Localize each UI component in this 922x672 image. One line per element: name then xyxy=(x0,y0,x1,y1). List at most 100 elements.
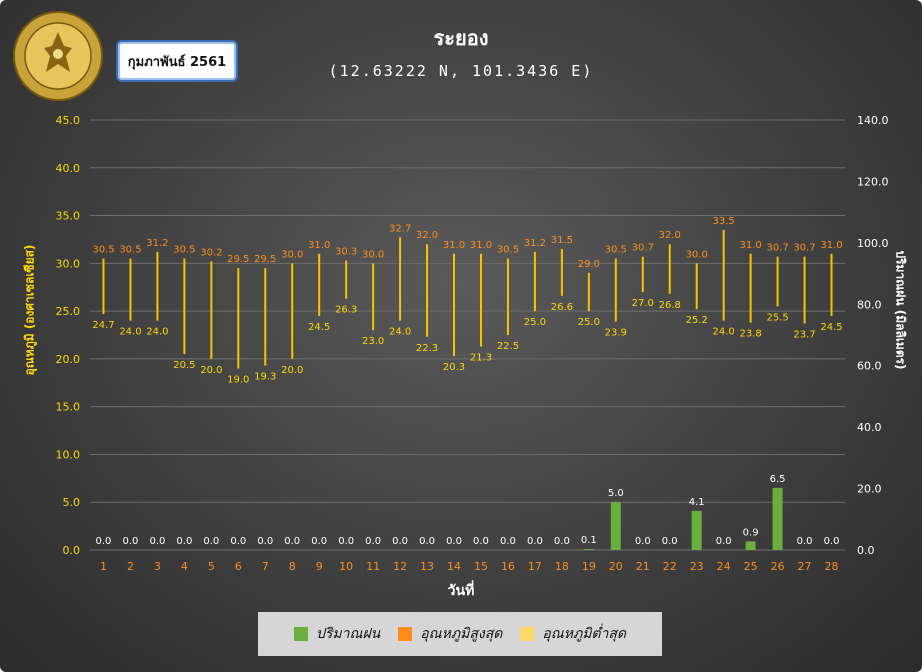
rain-value-label: 0.0 xyxy=(230,536,246,547)
rain-value-label: 0.0 xyxy=(176,536,192,547)
max-temp-label: 30.0 xyxy=(362,249,384,260)
min-temp-label: 19.0 xyxy=(227,374,249,385)
min-temp-label: 22.5 xyxy=(497,341,519,352)
rain-value-label: 0.0 xyxy=(149,536,165,547)
x-tick-label: 3 xyxy=(154,560,161,573)
min-temp-label: 25.0 xyxy=(524,317,546,328)
min-temp-label: 20.3 xyxy=(443,362,465,373)
rain-bar xyxy=(583,549,594,550)
min-temp-label: 19.3 xyxy=(254,372,276,383)
x-tick-label: 18 xyxy=(555,560,569,573)
legend-label-max-temp: อุณหภูมิสูงสุด xyxy=(420,626,503,642)
max-temp-label: 31.0 xyxy=(820,240,842,251)
right-tick-label: 120.0 xyxy=(857,175,889,188)
rain-value-label: 0.0 xyxy=(203,536,219,547)
max-temp-label: 30.5 xyxy=(497,245,519,256)
min-temp-label: 26.3 xyxy=(335,305,357,316)
min-temp-label: 25.2 xyxy=(686,315,708,326)
right-tick-label: 80.0 xyxy=(857,298,882,311)
x-tick-label: 25 xyxy=(744,560,758,573)
max-temp-label: 29.5 xyxy=(227,254,249,265)
rain-bar xyxy=(772,487,783,550)
month-label: กุมภาพันธ์ 2561 xyxy=(116,40,238,82)
x-tick-label: 2 xyxy=(127,560,134,573)
rain-value-label: 0.0 xyxy=(635,536,651,547)
x-tick-label: 17 xyxy=(528,560,542,573)
x-tick-label: 23 xyxy=(690,560,704,573)
rain-value-label: 0.0 xyxy=(446,536,462,547)
rain-bar xyxy=(691,510,702,550)
right-tick-label: 40.0 xyxy=(857,421,882,434)
left-tick-label: 15.0 xyxy=(56,401,81,414)
rain-value-label: 0.0 xyxy=(284,536,300,547)
legend-swatch-min-temp xyxy=(520,627,535,641)
max-temp-label: 31.0 xyxy=(443,240,465,251)
x-tick-label: 12 xyxy=(393,560,407,573)
min-temp-label: 24.0 xyxy=(146,327,168,338)
right-tick-label: 20.0 xyxy=(857,483,882,496)
x-tick-label: 11 xyxy=(366,560,380,573)
max-temp-label: 30.0 xyxy=(686,249,708,260)
left-tick-label: 40.0 xyxy=(56,162,81,175)
rain-value-label: 0.0 xyxy=(527,536,543,547)
min-temp-label: 20.0 xyxy=(200,365,222,376)
rain-value-label: 0.0 xyxy=(419,536,435,547)
max-temp-label: 29.5 xyxy=(254,254,276,265)
min-temp-label: 20.5 xyxy=(173,360,195,371)
left-tick-label: 30.0 xyxy=(56,257,81,270)
x-tick-label: 4 xyxy=(181,560,188,573)
rain-value-label: 0.0 xyxy=(365,536,381,547)
x-tick-label: 24 xyxy=(717,560,731,573)
min-temp-label: 26.6 xyxy=(551,302,573,313)
x-tick-label: 6 xyxy=(235,560,242,573)
legend: ปริมาณฝน อุณหภูมิสูงสุด อุณหภูมิต่ำสุด xyxy=(258,612,662,656)
rain-value-label: 0.0 xyxy=(96,536,112,547)
x-tick-label: 20 xyxy=(609,560,623,573)
x-tick-label: 8 xyxy=(289,560,296,573)
rain-value-label: 0.0 xyxy=(824,536,840,547)
x-tick-label: 15 xyxy=(474,560,488,573)
max-temp-label: 32.7 xyxy=(389,224,411,235)
max-temp-label: 31.5 xyxy=(551,235,573,246)
rain-value-label: 0.0 xyxy=(311,536,327,547)
legend-item-rain: ปริมาณฝน xyxy=(293,623,380,645)
x-tick-label: 7 xyxy=(262,560,269,573)
min-temp-label: 23.7 xyxy=(793,330,815,341)
x-tick-label: 21 xyxy=(636,560,650,573)
rain-value-label: 0.0 xyxy=(554,536,570,547)
max-temp-label: 30.5 xyxy=(119,245,141,256)
right-tick-label: 0.0 xyxy=(857,544,875,557)
min-temp-label: 26.8 xyxy=(659,300,681,311)
rain-bar xyxy=(745,541,756,550)
rain-value-label: 0.1 xyxy=(581,535,597,546)
x-tick-label: 28 xyxy=(825,560,839,573)
max-temp-label: 30.5 xyxy=(92,245,114,256)
max-temp-label: 30.7 xyxy=(793,243,815,254)
rain-value-label: 0.0 xyxy=(716,536,732,547)
max-temp-label: 31.0 xyxy=(470,240,492,251)
rain-value-label: 0.0 xyxy=(797,536,813,547)
x-tick-label: 27 xyxy=(798,560,812,573)
x-tick-label: 19 xyxy=(582,560,596,573)
min-temp-label: 22.3 xyxy=(416,343,438,354)
rain-value-label: 0.0 xyxy=(473,536,489,547)
max-temp-label: 31.0 xyxy=(739,240,761,251)
left-tick-label: 45.0 xyxy=(56,114,81,127)
min-temp-label: 23.9 xyxy=(605,328,627,339)
x-tick-label: 16 xyxy=(501,560,515,573)
max-temp-label: 33.5 xyxy=(713,216,735,227)
x-tick-label: 13 xyxy=(420,560,434,573)
left-tick-label: 5.0 xyxy=(63,496,81,509)
x-tick-label: 9 xyxy=(316,560,323,573)
x-tick-label: 5 xyxy=(208,560,215,573)
left-tick-label: 10.0 xyxy=(56,448,81,461)
max-temp-label: 31.2 xyxy=(146,238,168,249)
min-temp-label: 23.0 xyxy=(362,336,384,347)
legend-label-min-temp: อุณหภูมิต่ำสุด xyxy=(542,626,627,642)
max-temp-label: 29.0 xyxy=(578,259,600,270)
rain-value-label: 4.1 xyxy=(689,497,705,508)
max-temp-label: 30.7 xyxy=(632,243,654,254)
right-tick-label: 140.0 xyxy=(857,114,889,127)
max-temp-label: 31.0 xyxy=(308,240,330,251)
